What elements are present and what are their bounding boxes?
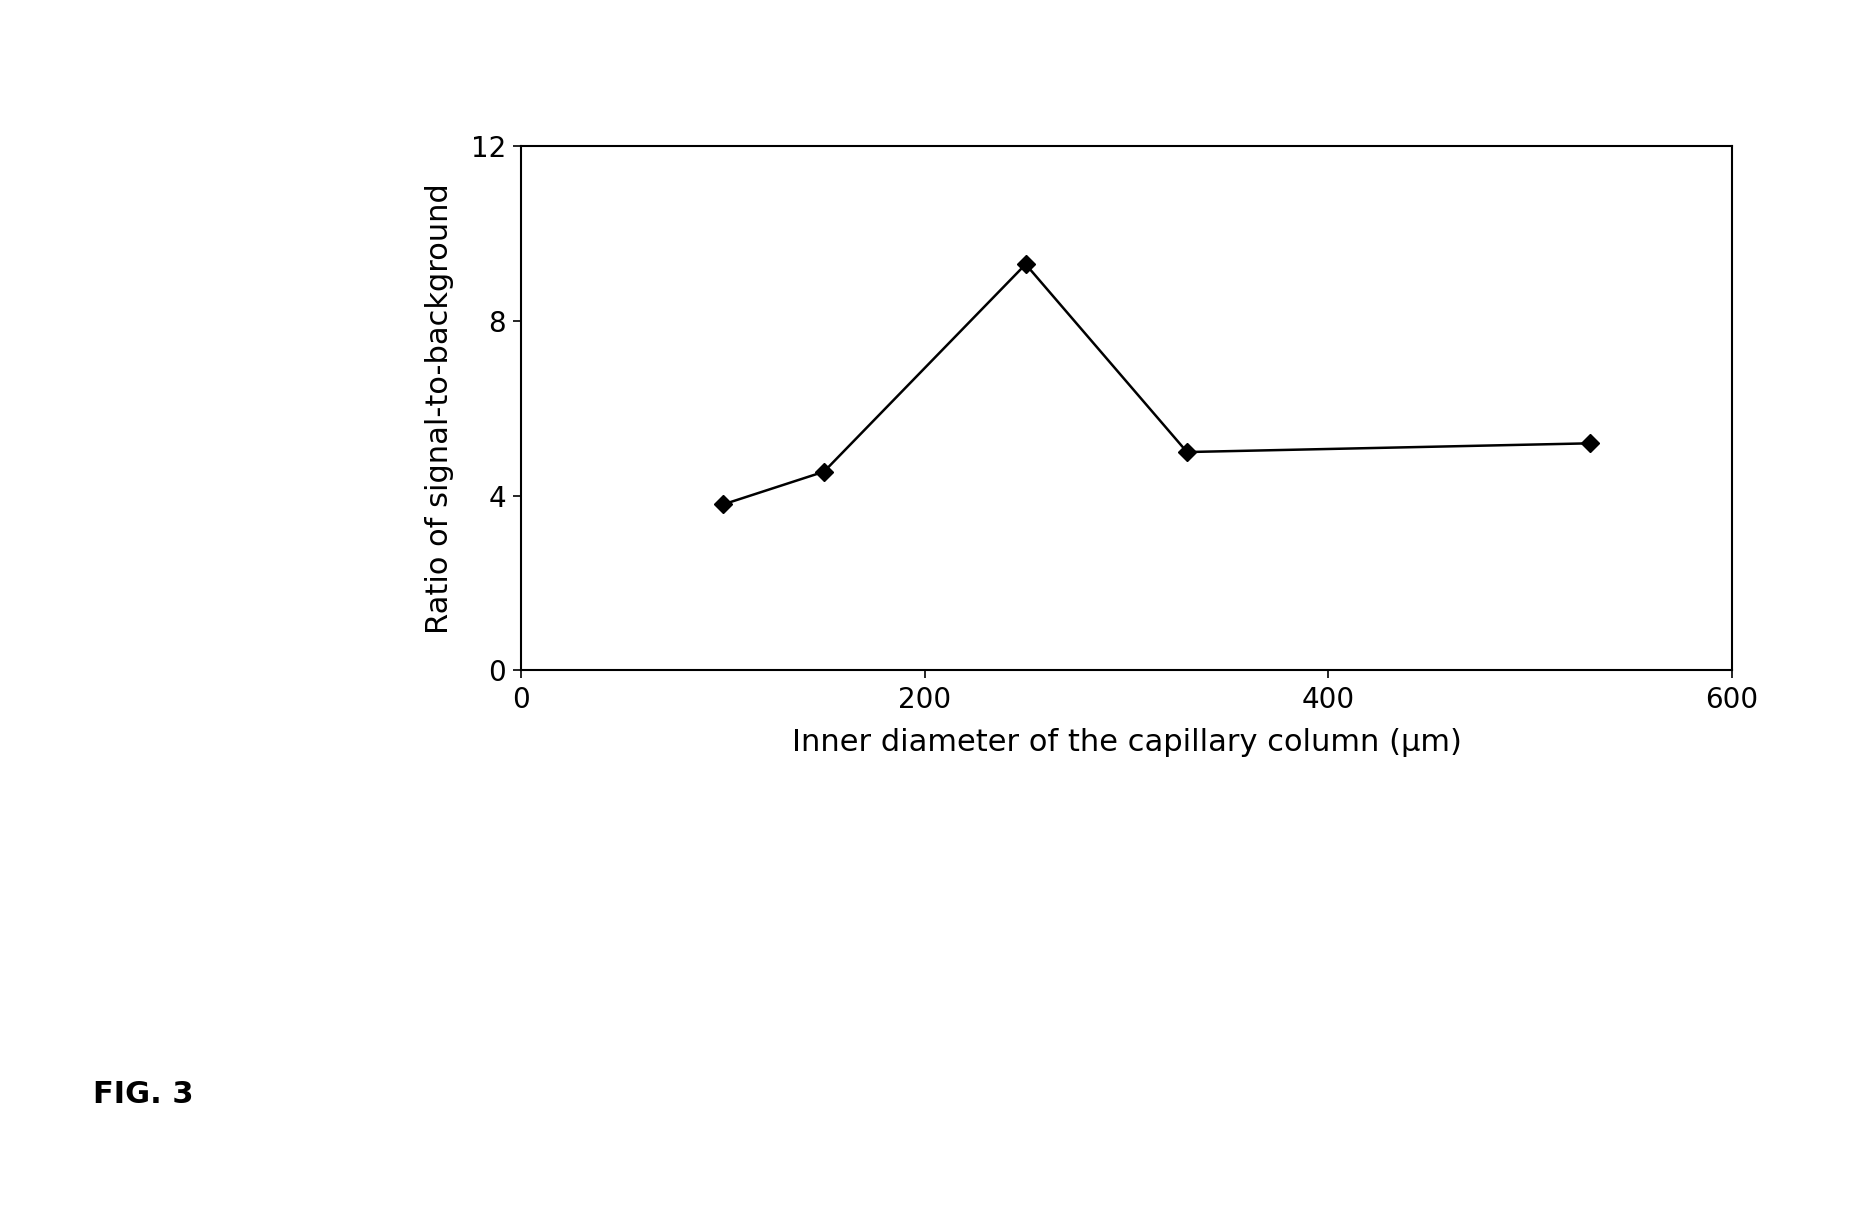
X-axis label: Inner diameter of the capillary column (μm): Inner diameter of the capillary column (…	[791, 728, 1462, 757]
Text: FIG. 3: FIG. 3	[93, 1080, 194, 1109]
Y-axis label: Ratio of signal-to-background: Ratio of signal-to-background	[425, 183, 454, 634]
